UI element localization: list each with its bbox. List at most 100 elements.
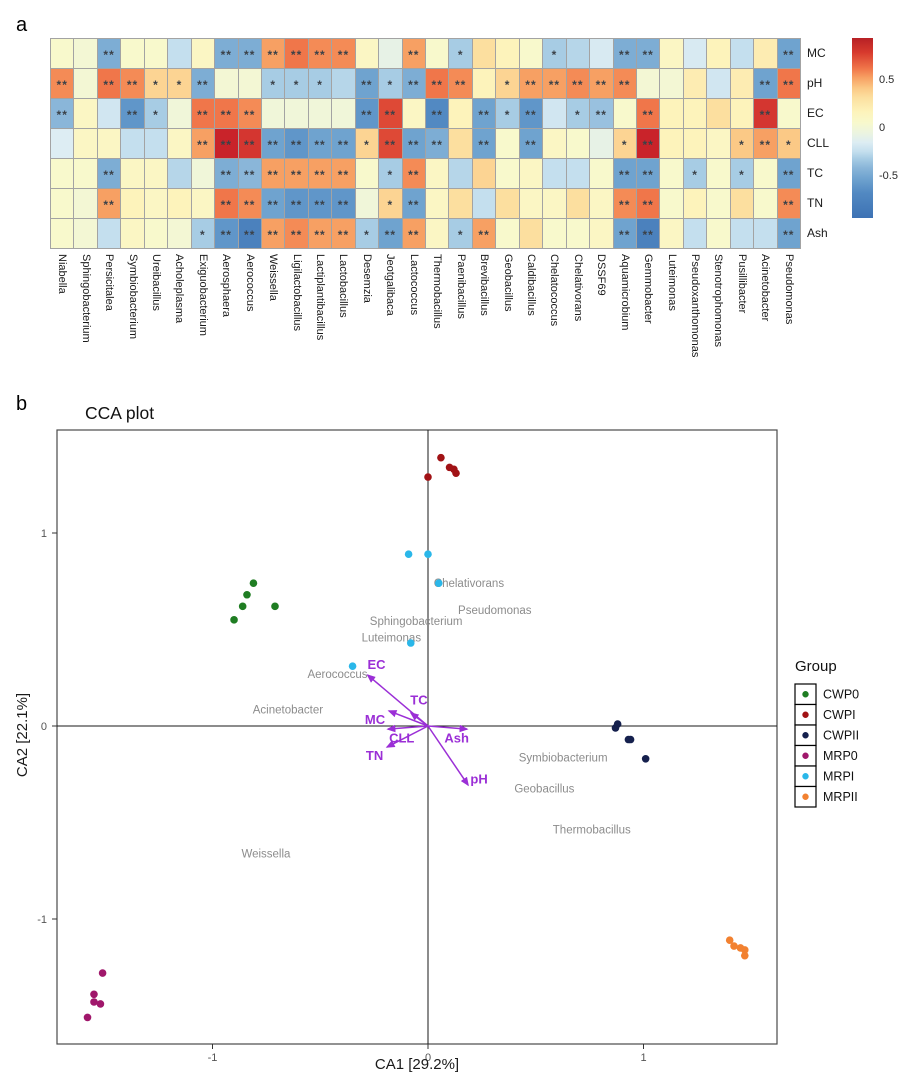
heatmap-cell: [51, 219, 75, 249]
data-point-MRP0: [83, 1013, 92, 1022]
heatmap-column-label: Brevibacillus: [478, 254, 491, 316]
significance-stars: **: [314, 48, 326, 62]
heatmap-cell: [683, 129, 708, 159]
heatmap-cell: [97, 129, 122, 159]
heatmap-cell: **: [754, 129, 778, 159]
significance-stars: **: [244, 168, 256, 182]
heatmap-cell: [74, 219, 98, 249]
significance-stars: **: [384, 138, 397, 152]
heatmap-cell: [496, 159, 520, 189]
data-point-CWP0: [249, 579, 258, 587]
data-point-CWPII: [641, 755, 650, 763]
heatmap-cell: [543, 189, 567, 219]
significance-stars: **: [197, 108, 209, 122]
x-axis-label: CA1 [29.2%]: [375, 1056, 459, 1073]
heatmap-cell: [566, 39, 591, 69]
data-point-MRPII: [730, 942, 738, 950]
heatmap-cell: **: [285, 129, 309, 159]
heatmap-cell: **: [426, 99, 450, 129]
significance-stars: **: [431, 138, 443, 152]
x-tick-label: 0: [425, 1052, 431, 1064]
heatmap-cell: [472, 39, 497, 69]
heatmap-cell: [519, 39, 544, 69]
heatmap-column-label: Gemmobacter: [642, 254, 655, 324]
heatmap-column-label: Geobacillus: [501, 254, 514, 312]
heatmap-cell: **: [215, 129, 239, 159]
heatmap-cell: [660, 129, 684, 159]
significance-stars: **: [408, 198, 420, 212]
heatmap-cell: **: [308, 129, 333, 159]
significance-stars: **: [337, 228, 350, 242]
heatmap-cell: **: [51, 69, 75, 99]
significance-stars: **: [220, 168, 232, 182]
heatmap-cell: [74, 189, 98, 219]
heatmap-cell: [754, 159, 778, 189]
heatmap-cell: **: [636, 189, 661, 219]
significance-stars: **: [478, 138, 490, 152]
heatmap-cell: **: [590, 99, 614, 129]
heatmap-row-label: CLL: [807, 136, 830, 150]
heatmap-cell: [74, 129, 98, 159]
significance-stars: **: [408, 228, 420, 242]
significance-stars: **: [314, 138, 326, 152]
heatmap-cell: **: [97, 189, 122, 219]
significance-stars: **: [619, 48, 631, 62]
heatmap-cell: [74, 159, 98, 189]
heatmap-column-label: Lactococcus: [407, 254, 420, 316]
significance-stars: **: [408, 78, 420, 92]
env-arrow-pH: [427, 725, 469, 787]
heatmap-cell: [519, 219, 544, 249]
heatmap-cell: **: [308, 219, 333, 249]
heatmap-cell: [191, 159, 216, 189]
heatmap-column-label: Sphingobacterium: [79, 254, 92, 343]
heatmap-cell: **: [426, 69, 450, 99]
env-arrow-CLL: [386, 724, 429, 733]
significance-stars: *: [293, 78, 300, 92]
significance-stars: *: [364, 228, 370, 242]
data-point-MRPI: [434, 579, 443, 587]
env-arrow-MC: [387, 710, 429, 727]
significance-stars: **: [525, 78, 537, 92]
heatmap-cell: [707, 219, 731, 249]
data-point-MRPI: [348, 662, 357, 670]
heatmap-cell: [660, 39, 684, 69]
heatmap-cell: **: [472, 129, 497, 159]
heatmap-cell: **: [777, 39, 801, 69]
significance-stars: *: [739, 168, 745, 182]
significance-stars: **: [220, 48, 232, 62]
panel-a-label: a: [16, 14, 28, 36]
colorbar-tick-label: 0: [879, 122, 886, 134]
heatmap-cell: **: [97, 39, 122, 69]
significance-stars: *: [575, 108, 581, 122]
significance-stars: **: [244, 228, 256, 242]
significance-stars: **: [384, 108, 397, 122]
significance-stars: **: [548, 78, 561, 92]
significance-stars: **: [337, 48, 350, 62]
significance-stars: *: [387, 78, 394, 92]
heatmap-cell: **: [402, 69, 426, 99]
heatmap-cell: **: [121, 99, 145, 129]
heatmap-cell: [449, 159, 473, 189]
legend-label-CWP0: CWP0: [823, 688, 859, 702]
significance-stars: **: [783, 48, 795, 62]
heatmap-cell: [97, 219, 122, 249]
heatmap-column-label: Exiguobacterium: [196, 254, 209, 336]
heatmap-cell: [121, 189, 145, 219]
heatmap-cell: [215, 69, 239, 99]
significance-stars: **: [220, 228, 232, 242]
heatmap-cell: [660, 159, 684, 189]
heatmap-cell: **: [379, 129, 403, 159]
heatmap-column-label: Pusillibacter: [735, 254, 748, 314]
heatmap-cell: **: [543, 69, 567, 99]
heatmap-column-label: Caldibacillus: [524, 254, 537, 316]
significance-stars: **: [267, 168, 279, 182]
heatmap-column-label: Luteimonas: [665, 254, 678, 311]
significance-stars: **: [267, 228, 279, 242]
heatmap-column-label: Niabella: [56, 254, 69, 294]
legend-label-CWPII: CWPII: [823, 729, 859, 743]
heatmap-column-label: Persicitalea: [103, 254, 116, 311]
heatmap-cell: [496, 219, 520, 249]
heatmap-cell: **: [519, 99, 544, 129]
significance-stars: *: [317, 78, 323, 92]
significance-stars: **: [642, 108, 654, 122]
